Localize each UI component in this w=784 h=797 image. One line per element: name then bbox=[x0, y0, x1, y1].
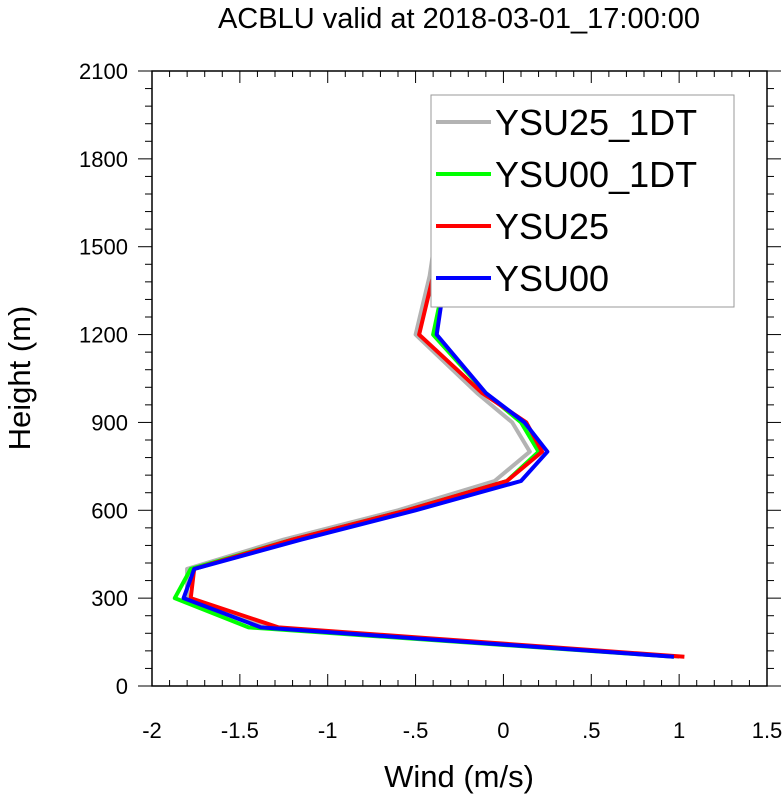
y-tick-label: 1200 bbox=[79, 323, 128, 348]
x-tick-label: -1 bbox=[318, 718, 338, 743]
x-tick-label: -2 bbox=[142, 718, 162, 743]
axis-ticks bbox=[138, 70, 781, 687]
y-tick-label: 600 bbox=[91, 498, 128, 523]
legend: YSU25_1DT YSU00_1DT YSU25 YSU00 bbox=[430, 94, 735, 308]
x-tick-label: 1 bbox=[673, 718, 685, 743]
x-tick-label: -.5 bbox=[403, 718, 429, 743]
tick-labels: -2 -1.5 -1 -.5 0 .5 1 1.5 0 300 600 900 1200 1500 1800… bbox=[79, 59, 782, 743]
legend-label: YSU00_1DT bbox=[495, 154, 697, 195]
legend-label: YSU25_1DT bbox=[495, 102, 697, 143]
y-tick-label: 300 bbox=[91, 586, 128, 611]
y-tick-label: 900 bbox=[91, 410, 128, 435]
y-tick-label: 0 bbox=[116, 674, 128, 699]
y-axis-label: Height (m) bbox=[2, 306, 37, 451]
x-tick-label: .5 bbox=[582, 718, 600, 743]
plot-frame bbox=[151, 70, 768, 687]
x-tick-label: 1.5 bbox=[752, 718, 783, 743]
y-tick-label: 2100 bbox=[79, 59, 128, 84]
x-tick-label: 0 bbox=[497, 718, 509, 743]
legend-box bbox=[430, 94, 735, 308]
legend-label: YSU00 bbox=[495, 258, 609, 299]
chart-title: ACBLU valid at 2018-03-01_17:00:00 bbox=[218, 3, 700, 35]
y-tick-label: 1800 bbox=[79, 147, 128, 172]
y-tick-label: 1500 bbox=[79, 235, 128, 260]
x-tick-label: -1.5 bbox=[221, 718, 259, 743]
x-axis-label: Wind (m/s) bbox=[384, 759, 534, 794]
legend-label: YSU25 bbox=[495, 206, 609, 247]
